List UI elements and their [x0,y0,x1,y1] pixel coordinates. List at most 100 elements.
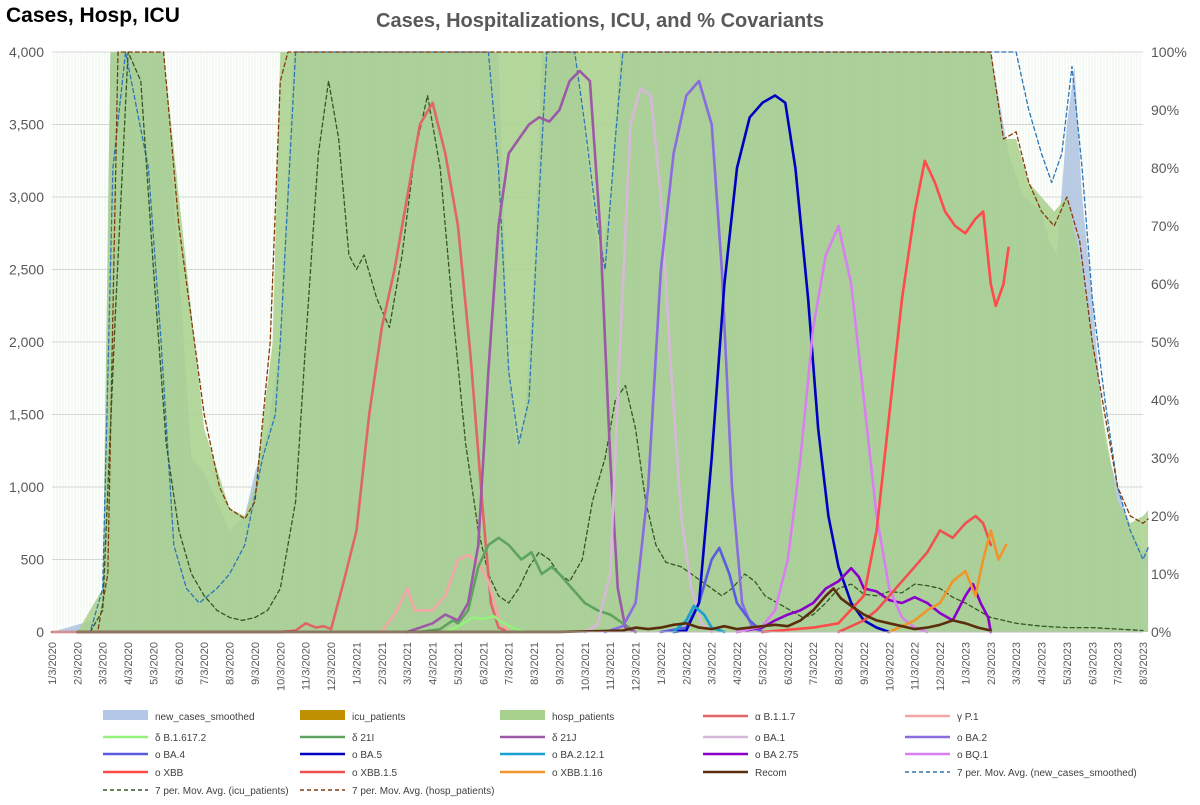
line-alpha [50,101,510,634]
x-tick-label: 1/3/2022 [656,642,668,685]
y-right-tick-label: 50% [1151,334,1179,350]
x-tick-label: 7/3/2023 [1113,642,1125,685]
y-left-tick-label: 3,500 [9,117,44,133]
y-left-tick-label: 3,000 [9,189,44,205]
line-bq1 [735,224,929,634]
y-left-tick-label: 500 [21,552,45,568]
x-tick-label: 11/3/2020 [301,642,313,690]
x-tick-label: 5/3/2020 [148,642,160,685]
legend: new_cases_smoothed icu_patients hosp_patie… [103,710,1137,797]
x-tick-label: 3/3/2021 [402,642,414,685]
legend-label: ο XBB.1.16 [552,768,603,779]
x-tick-label: 8/3/2021 [529,642,541,685]
x-tick-label: 6/3/2021 [478,642,490,685]
legend-label: icu_patients [352,712,405,723]
line-ma-cases [51,51,1149,633]
legend-swatch [103,710,148,720]
legend-label: 7 per. Mov. Avg. (hosp_patients) [352,786,495,797]
x-tick-label: 9/3/2022 [859,642,871,685]
x-tick-label: 11/3/2022 [910,642,922,690]
x-tick-label: 8/3/2022 [834,642,846,685]
line-ba5 [672,94,891,634]
y-right-tick-label: 0% [1151,624,1171,640]
legend-label: ο BQ.1 [957,750,989,761]
legend-label: hosp_patients [552,712,614,723]
legend-label: ο XBB [155,768,184,779]
x-tick-label: 9/3/2020 [250,642,262,685]
legend-label: ο BA.4 [155,750,185,761]
legend-label: ο BA.5 [352,750,382,761]
y-right-tick-label: 100% [1151,44,1187,60]
line-gamma [380,553,510,634]
line-ma-hosp [51,51,1149,633]
legend-label: Recom [755,768,787,779]
x-tick-label: 3/3/2023 [1011,642,1023,685]
x-tick-label: 8/3/2023 [1138,642,1150,685]
line-ba1 [583,87,713,634]
axes: 0 500 1,000 1,500 2,000 2,500 3,000 3,500 4,000 0… [9,44,1187,691]
x-tick-label: 4/3/2022 [732,642,744,685]
legend-label: γ P.1 [957,712,979,723]
legend-label: ο BA 2.75 [755,750,799,761]
x-tick-label: 4/3/2021 [428,642,440,685]
legend-label: δ 21J [552,733,576,744]
y-right-tick-label: 90% [1151,102,1179,118]
y-right-tick-label: 10% [1151,566,1179,582]
legend-label: new_cases_smoothed [155,712,255,723]
line-delta-21i [418,536,637,634]
x-tick-label: 2/3/2023 [986,642,998,685]
x-tick-label: 8/3/2020 [225,642,237,685]
x-tick-label: 7/3/2021 [504,642,516,685]
x-tick-label: 5/3/2021 [453,642,465,685]
x-tick-label: 2/3/2021 [377,642,389,685]
y-left-tick-label: 0 [36,624,44,640]
chart-title: Cases, Hospitalizations, ICU, and % Cova… [376,10,824,32]
y-right-tick-label: 80% [1151,160,1179,176]
legend-label: δ B.1.617.2 [155,733,207,744]
legend-swatch [300,710,345,720]
chart-corner-label: Cases, Hosp, ICU [6,4,180,27]
y-left-tick-label: 1,000 [9,479,44,495]
y-right-tick-label: 30% [1151,450,1179,466]
line-recom [76,587,993,634]
x-tick-label: 3/3/2020 [98,642,110,685]
x-tick-label: 12/3/2020 [326,642,338,691]
y-left-tick-label: 2,500 [9,262,44,278]
x-tick-label: 6/3/2023 [1087,642,1099,685]
line-delta-b [444,614,526,634]
x-tick-label: 10/3/2021 [580,642,592,691]
legend-label: 7 per. Mov. Avg. (icu_patients) [155,786,289,797]
x-tick-label: 1/3/2020 [47,642,59,685]
x-tick-label: 3/3/2022 [707,642,719,685]
x-tick-label: 7/3/2022 [808,642,820,685]
x-tick-label: 12/3/2022 [935,642,947,691]
y-right-tick-label: 60% [1151,276,1179,292]
legend-label: α B.1.1.7 [755,712,796,723]
legend-label: δ 21I [352,733,374,744]
x-tick-label: 10/3/2020 [275,642,287,691]
line-ma-icu [89,51,1144,633]
x-tick-label: 6/3/2020 [174,642,186,685]
line-xbb15 [837,514,993,634]
line-xbb116 [888,529,1008,634]
legend-label: ο BA.1 [755,733,785,744]
legend-label: ο BA.2 [957,733,987,744]
legend-label: ο XBB.1.5 [352,768,397,779]
x-tick-label: 12/3/2021 [631,642,643,691]
y-left-tick-label: 4,000 [9,44,44,60]
line-series [50,51,1149,634]
legend-label: ο BA.2.12.1 [552,750,605,761]
line-xbb [761,159,1010,634]
x-tick-label: 5/3/2022 [757,642,769,685]
y-right-tick-label: 70% [1151,218,1179,234]
x-tick-label: 10/3/2022 [884,642,896,691]
x-tick-label: 11/3/2021 [605,642,617,690]
x-tick-label: 9/3/2021 [554,642,566,685]
line-delta-21j [405,69,637,634]
line-ba2 [603,79,764,634]
x-tick-label: 4/3/2020 [123,642,135,685]
x-tick-label: 2/3/2020 [72,642,84,685]
x-tick-label: 1/3/2021 [351,642,363,685]
x-tick-label: 5/3/2023 [1062,642,1074,685]
